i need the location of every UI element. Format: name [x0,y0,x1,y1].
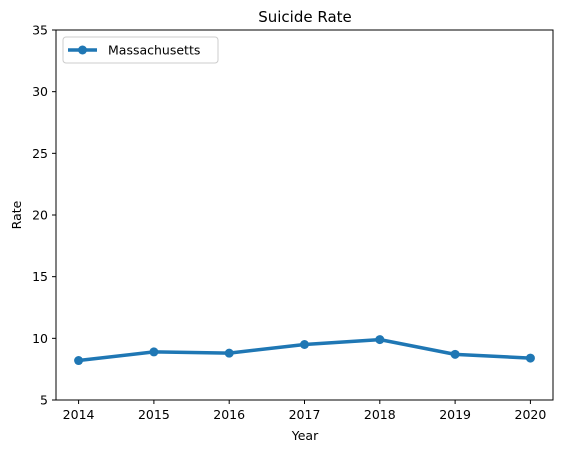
chart-title: Suicide Rate [258,8,352,26]
y-tick-label: 30 [32,84,48,99]
y-axis-label: Rate [9,200,24,229]
x-tick-label: 2019 [439,407,471,422]
legend: Massachusetts [62,36,219,64]
y-tick-label: 5 [40,393,48,408]
y-tick-label: 20 [32,208,48,223]
y-tick-label: 25 [32,146,48,161]
legend-box [62,36,219,64]
data-point [525,353,535,363]
x-tick-label: 2014 [63,407,95,422]
data-point [375,335,385,345]
x-tick-label: 2015 [138,407,170,422]
data-point [149,347,159,357]
x-axis-label: Year [291,428,319,443]
x-tick-label: 2017 [289,407,321,422]
x-tick-label: 2016 [213,407,245,422]
data-point [74,356,84,366]
data-point [300,340,309,349]
x-axis-ticks: 2014 2015 2016 2017 2018 2019 2020 [63,400,547,422]
legend-swatch-marker [78,45,87,55]
x-tick-label: 2020 [515,407,547,422]
x-tick-label: 2018 [364,407,396,422]
y-axis-ticks: 5 10 15 20 25 30 35 [32,23,56,408]
plot-area [55,29,554,401]
legend-label: Massachusetts [108,43,200,58]
series-layer [74,335,535,366]
y-tick-label: 15 [32,269,48,284]
data-point [450,349,460,359]
y-tick-label: 35 [32,23,48,38]
data-point [224,348,234,358]
y-tick-label: 10 [32,331,48,346]
